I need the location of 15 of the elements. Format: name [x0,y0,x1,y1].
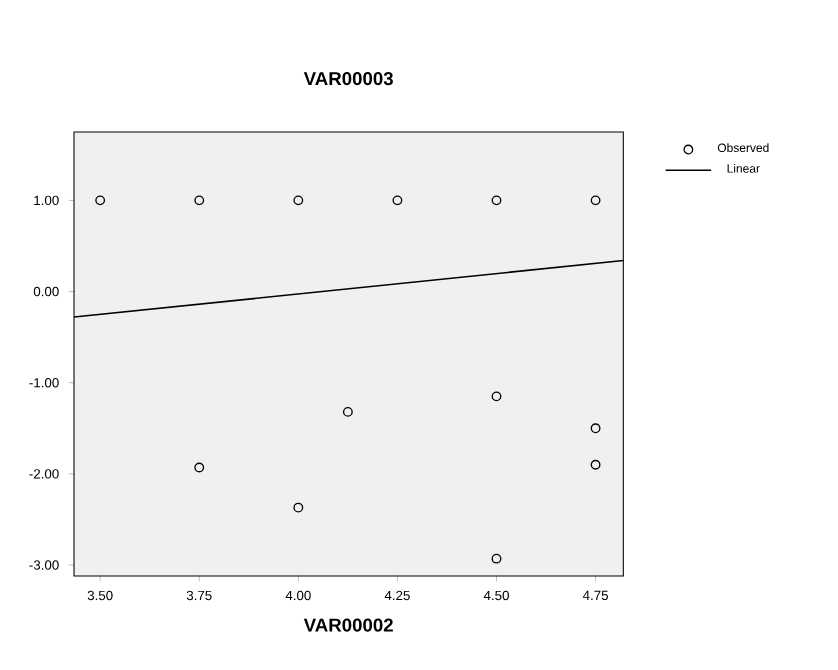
point [342,406,353,417]
point [392,195,403,206]
point [491,195,502,206]
point [590,459,601,470]
point [95,195,106,206]
point [194,195,205,206]
point [491,553,502,564]
point [293,502,304,513]
point [590,423,601,434]
point [590,195,601,206]
point [293,195,304,206]
point [194,462,205,473]
chart-title: VAR00003 [303,72,393,86]
point [491,391,502,402]
x-axis-title: VAR00002 [303,618,393,632]
